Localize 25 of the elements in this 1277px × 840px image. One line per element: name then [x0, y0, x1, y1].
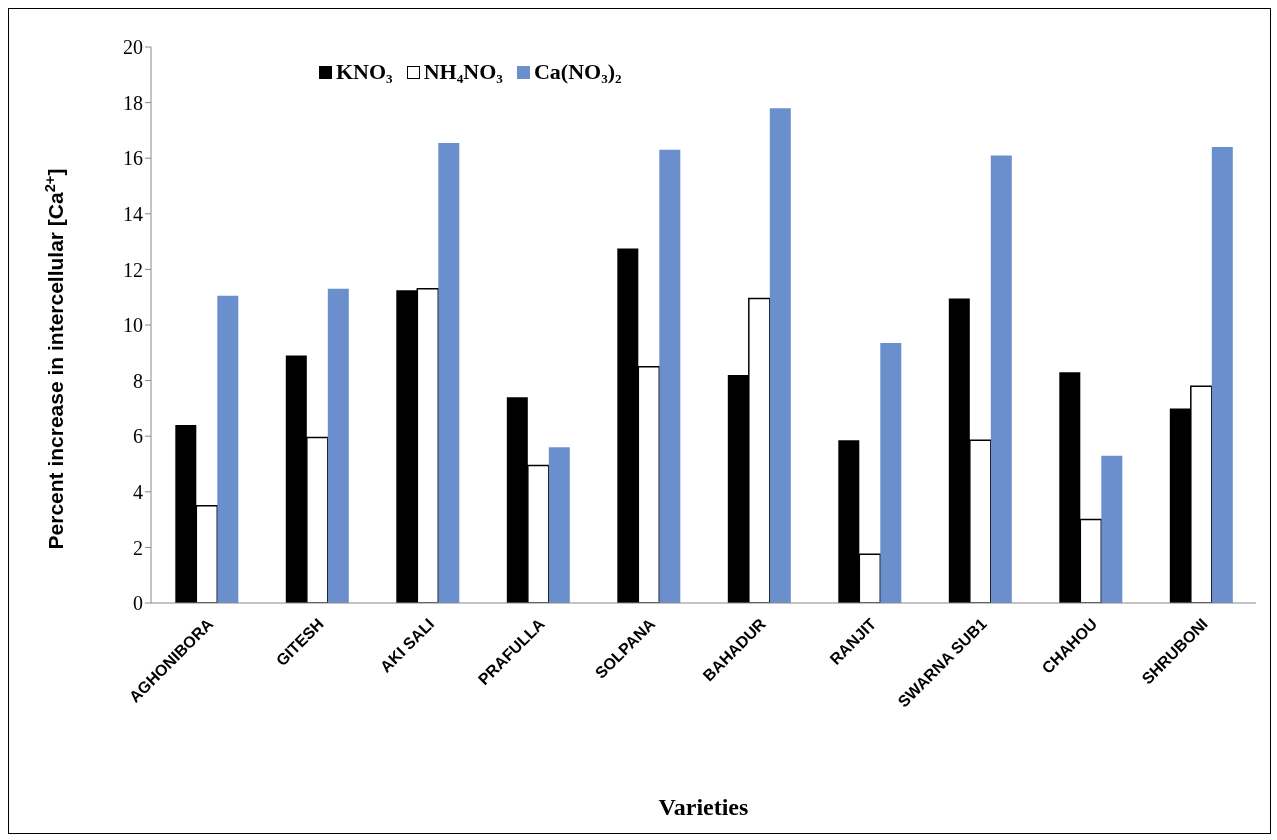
y-tick-label: 0	[133, 592, 143, 615]
legend-label: Ca(NO₃)₂	[533, 59, 622, 85]
y-tick-label: 6	[133, 425, 143, 448]
legend-label: KNO₃	[336, 59, 393, 85]
y-tick-label: 14	[123, 202, 143, 225]
y-tick-label: 16	[123, 147, 143, 170]
bar	[769, 108, 791, 603]
y-tick-label: 20	[123, 36, 143, 59]
legend-label: NH₄NO₃	[423, 59, 503, 85]
bar	[327, 288, 349, 603]
bar	[990, 155, 1012, 603]
bar	[880, 343, 902, 603]
bar	[217, 295, 239, 603]
y-tick-label: 18	[123, 91, 143, 114]
y-tick-label: 2	[133, 536, 143, 559]
y-tick-label: 8	[133, 369, 143, 392]
bar	[548, 447, 570, 603]
y-tick-label: 10	[123, 314, 143, 337]
y-tick-label: 4	[133, 480, 143, 503]
y-tick-label: 12	[123, 258, 143, 281]
bar	[1101, 455, 1123, 603]
bar	[438, 142, 460, 603]
bar	[659, 149, 681, 603]
bar	[1211, 147, 1233, 603]
x-axis-title: Varieties	[657, 794, 750, 821]
